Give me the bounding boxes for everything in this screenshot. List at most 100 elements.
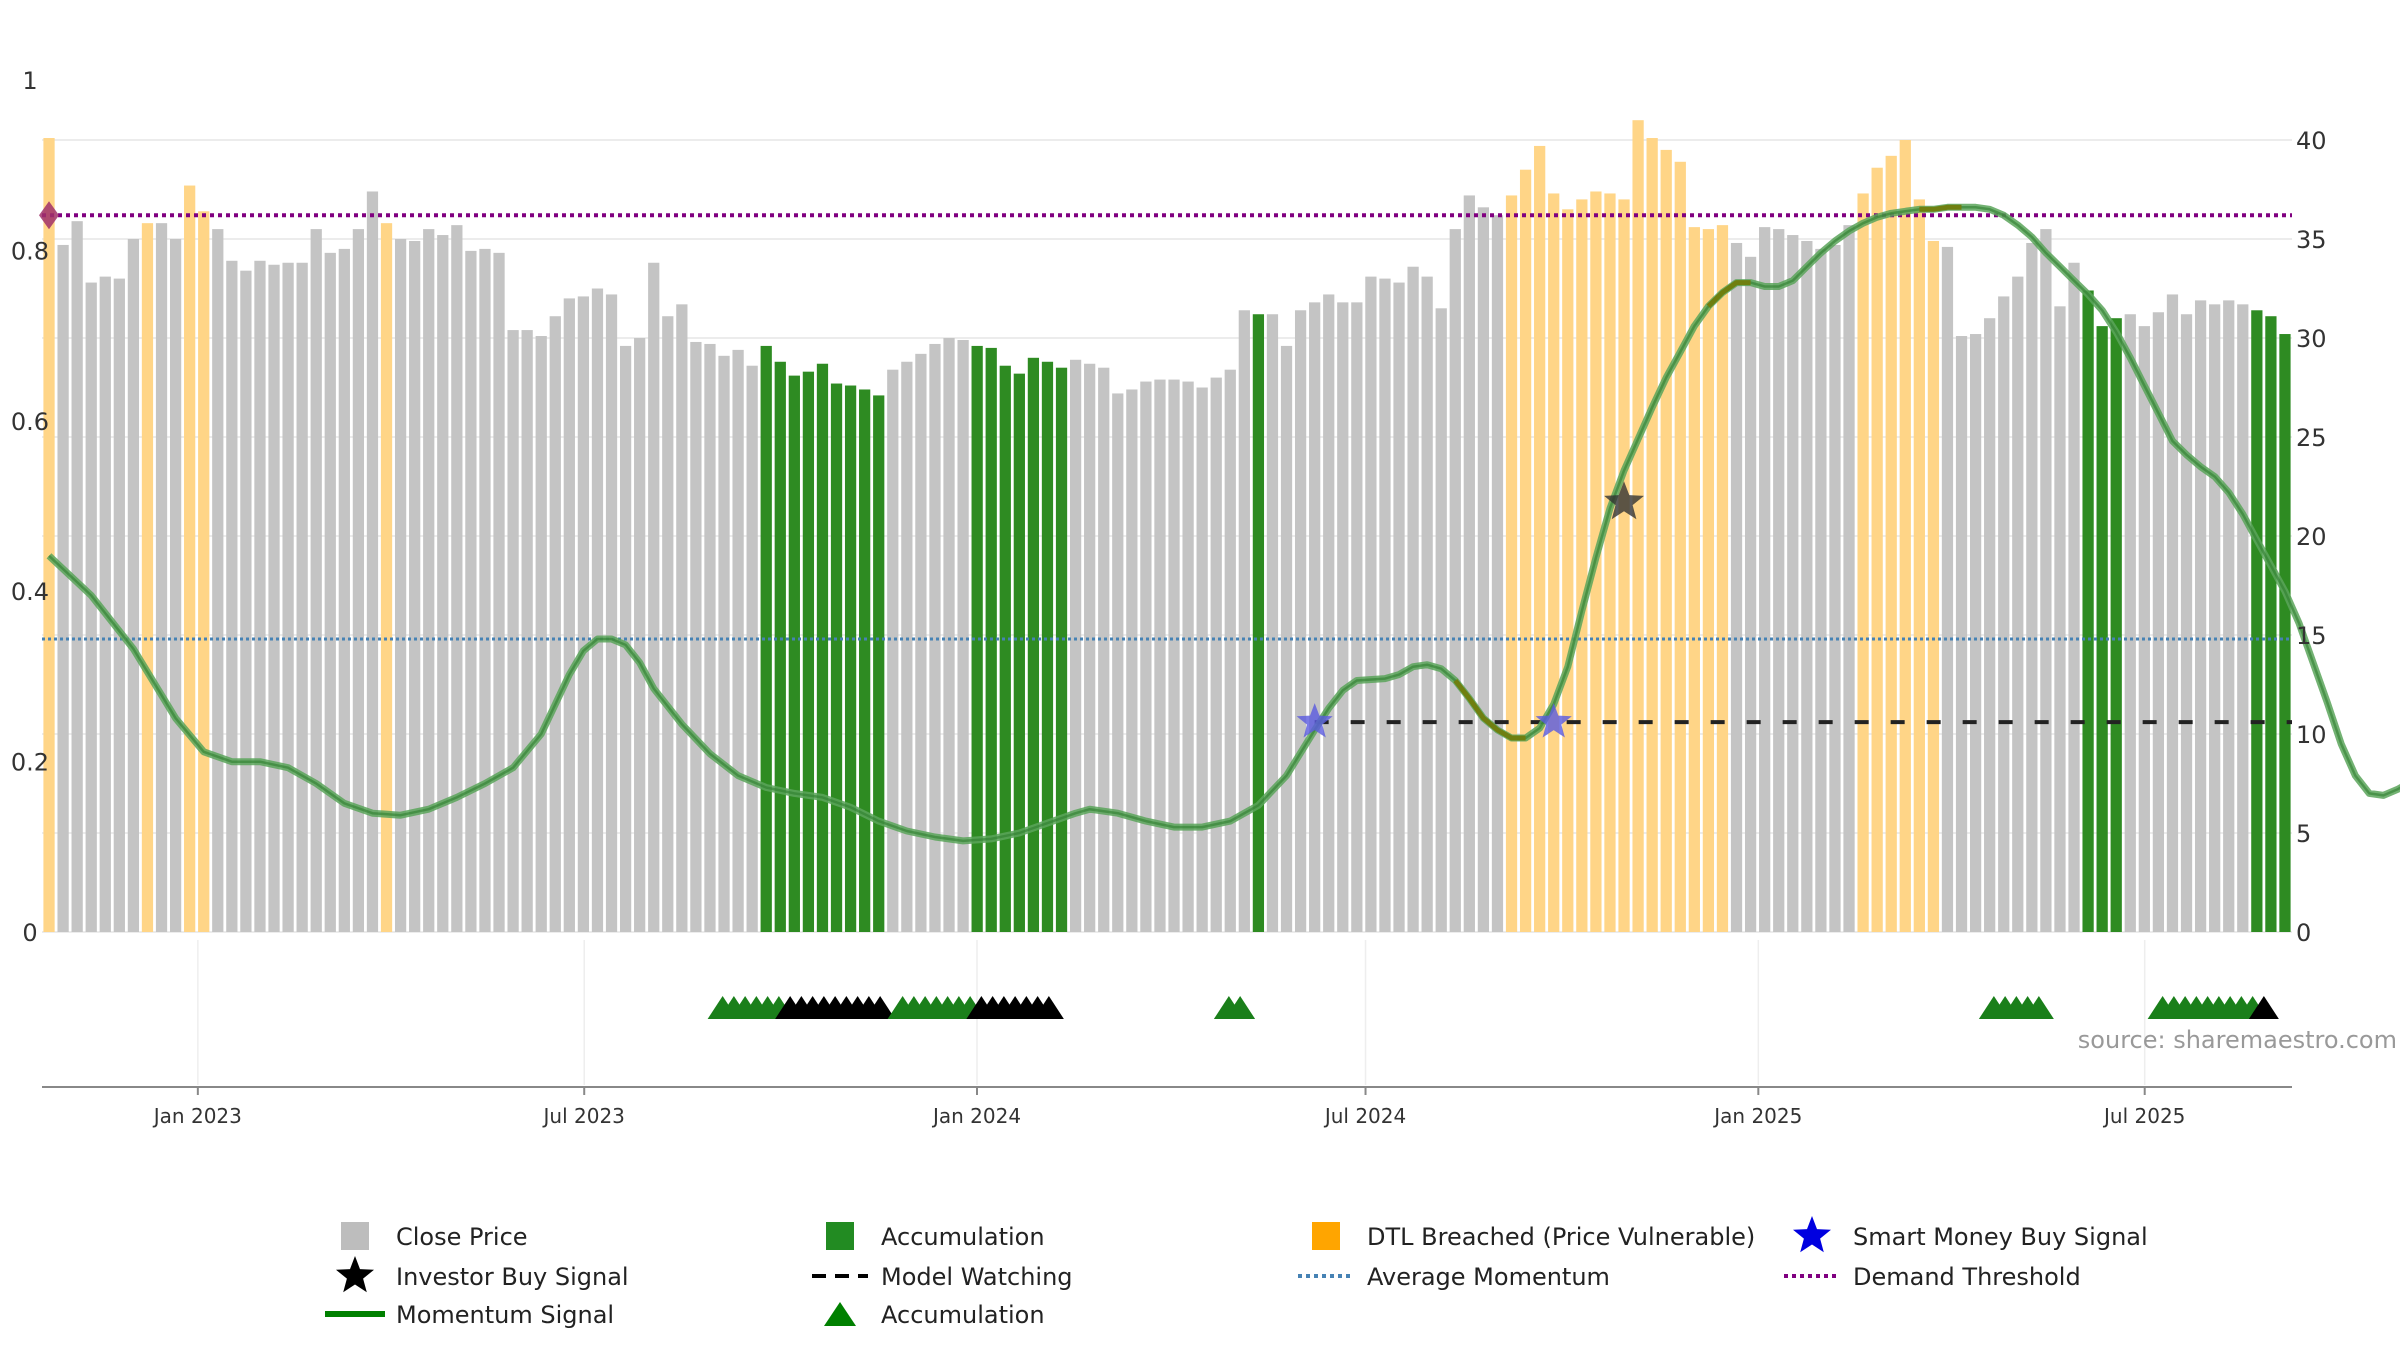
legend-label: DTL Breached (Price Vulnerable) <box>1367 1223 1755 1251</box>
x-axis-label: Jul 2024 <box>1323 1104 1406 1128</box>
signal-markers <box>39 201 1644 738</box>
price-bar <box>1168 379 1180 933</box>
price-bar <box>844 385 857 932</box>
gridlines <box>42 139 2292 1085</box>
price-bar <box>971 345 983 932</box>
price-bar <box>901 361 913 932</box>
x-axis-label: Jan 2025 <box>1712 1104 1802 1128</box>
price-bar <box>1787 235 1799 933</box>
price-bar <box>1913 199 1925 932</box>
price-bar <box>1379 278 1391 933</box>
price-bar <box>1632 120 1644 932</box>
price-bar <box>1435 308 1447 932</box>
right-axis-tick: 15 <box>2296 622 2327 650</box>
price-bar <box>915 353 927 933</box>
price-bar <box>2223 300 2235 932</box>
price-bar <box>2166 294 2179 932</box>
price-bar <box>1519 169 1532 932</box>
price-bar <box>1393 282 1405 932</box>
price-bar <box>1998 296 2010 932</box>
price-bar <box>212 229 224 933</box>
price-bar <box>282 262 294 932</box>
legend-label: Model Watching <box>881 1263 1073 1291</box>
price-bar <box>662 316 674 933</box>
price-bar <box>169 239 182 932</box>
price-bar <box>366 191 379 933</box>
left-axis-tick: 0.6 <box>11 408 49 436</box>
legend-label: Investor Buy Signal <box>396 1263 629 1291</box>
price-bar <box>830 383 843 932</box>
price-bar <box>2194 300 2207 932</box>
price-bar <box>1407 266 1419 933</box>
legend-swatch <box>1312 1222 1340 1250</box>
price-bar <box>1126 389 1138 933</box>
price-bar <box>2068 262 2080 932</box>
price-bar <box>1323 294 1335 932</box>
price-bar <box>2209 304 2221 933</box>
smart-money-star <box>1535 703 1572 738</box>
price-bar <box>85 282 97 932</box>
price-bar <box>1449 229 1461 933</box>
x-axis-label: Jan 2024 <box>931 1104 1021 1128</box>
price-bar <box>1730 242 1743 932</box>
price-bar <box>1421 276 1433 932</box>
price-bar <box>1154 379 1166 933</box>
price-bar <box>1576 199 1588 932</box>
price-bar <box>802 371 815 932</box>
price-bar <box>1646 138 1658 932</box>
price-bar <box>1294 310 1307 932</box>
price-bar <box>184 185 196 933</box>
momentum-signal-core <box>48 206 2400 843</box>
price-bar <box>141 223 154 932</box>
price-bar <box>2152 312 2165 932</box>
source-label: source: sharemaestro.com <box>2078 1026 2397 1054</box>
left-axis-tick: 0.8 <box>11 237 49 265</box>
signal-lines <box>42 203 2400 845</box>
price-bar <box>2012 276 2024 932</box>
demand-diamond-marker <box>39 201 59 230</box>
price-bar <box>1702 229 1715 933</box>
price-bar <box>99 276 111 932</box>
left-axis-tick: 0 <box>22 919 37 947</box>
price-bar <box>1112 393 1124 932</box>
price-bar <box>1055 367 1068 932</box>
price-bar <box>577 296 590 932</box>
momentum-highlight <box>1453 678 1526 741</box>
price-bar <box>887 369 899 932</box>
price-bar <box>2054 306 2066 932</box>
price-bar <box>437 235 449 933</box>
price-bar <box>676 304 688 933</box>
right-axis-tick: 5 <box>2296 820 2311 848</box>
price-bar <box>479 248 491 932</box>
price-bar <box>1365 276 1377 932</box>
price-bar <box>732 349 744 932</box>
price-bar <box>816 363 829 932</box>
price-bar <box>1759 227 1771 932</box>
legend-triangle-icon <box>824 1302 856 1326</box>
price-bar <box>1463 195 1475 932</box>
price-bar <box>760 345 772 932</box>
price-bar <box>493 252 505 933</box>
price-bar <box>634 338 646 932</box>
price-bar <box>2110 318 2122 932</box>
price-bar <box>43 138 55 932</box>
price-bar <box>1069 359 1082 932</box>
price-bar <box>788 375 800 932</box>
price-bar <box>1013 373 1025 932</box>
price-bar <box>1941 246 1954 933</box>
legend-label: Smart Money Buy Signal <box>1853 1223 2148 1251</box>
price-bar <box>423 229 435 933</box>
price-bar <box>409 240 421 933</box>
price-bar <box>1885 155 1897 933</box>
price-bar <box>1337 302 1349 932</box>
right-axis-tick: 35 <box>2296 226 2327 254</box>
right-axis-tick: 40 <box>2296 127 2327 155</box>
price-bar <box>310 229 322 933</box>
left-axis-tick: 0.2 <box>11 749 49 777</box>
price-bar <box>521 330 533 933</box>
price-bar <box>535 336 547 932</box>
price-bar <box>2026 242 2038 932</box>
price-bar <box>2138 326 2150 932</box>
price-bar <box>2237 304 2249 933</box>
